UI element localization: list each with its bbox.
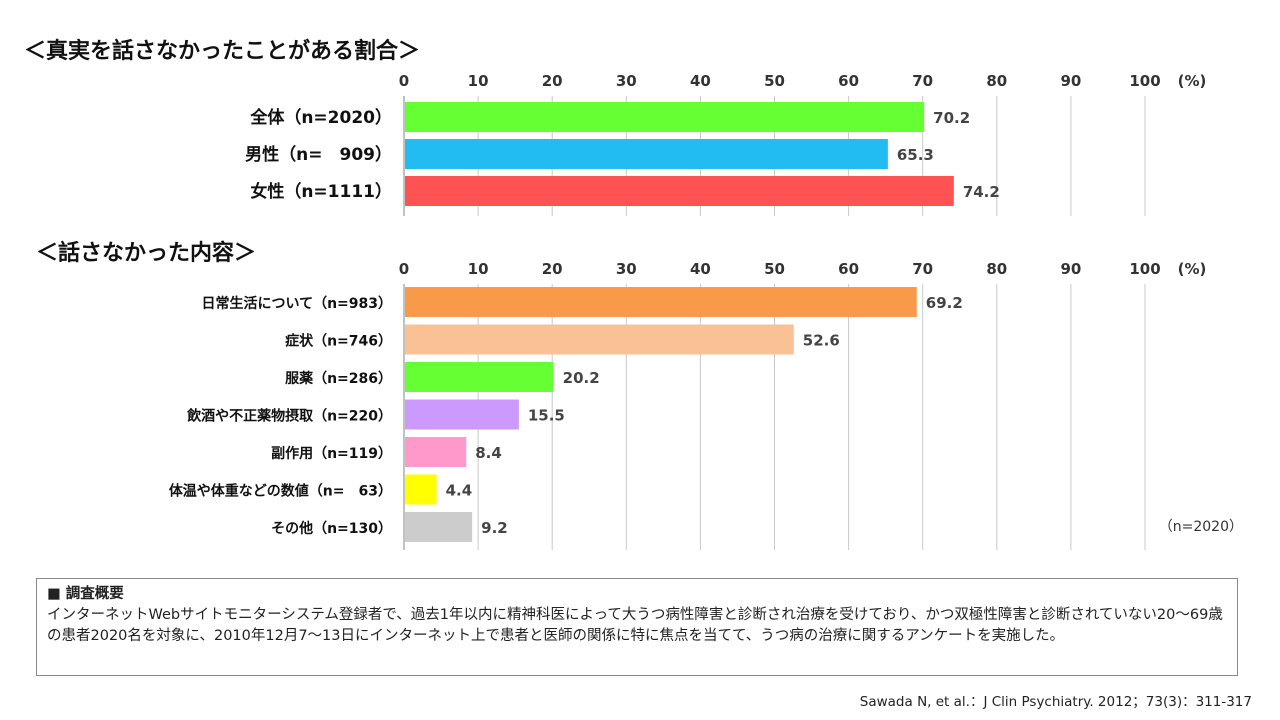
chart-title: ＜真実を話さなかったことがある割合＞ <box>24 38 420 64</box>
tick-label: 60 <box>838 72 859 90</box>
value-label: 9.2 <box>481 519 508 537</box>
category-label: 日常生活について（n=983） <box>201 295 392 312</box>
tick-label: 0 <box>399 72 409 90</box>
category-label: 服薬（n=286） <box>285 370 392 387</box>
category-label: 男性（n= 909） <box>245 144 392 165</box>
category-label: 女性（n=1111） <box>250 181 392 202</box>
category-label: 体温や体重などの数値（n= 63） <box>169 483 392 500</box>
tick-label: 70 <box>912 72 933 90</box>
tick-label: 40 <box>690 72 711 90</box>
bar <box>405 362 554 392</box>
bar <box>405 474 437 505</box>
tick-label: 20 <box>542 260 563 278</box>
bar <box>405 287 917 317</box>
tick-label: 70 <box>912 260 933 278</box>
tick-label: 90 <box>1060 72 1081 90</box>
tick-label: 0 <box>399 260 409 278</box>
tick-label: 80 <box>986 260 1007 278</box>
tick-label: 30 <box>616 260 637 278</box>
value-label: 52.6 <box>803 332 840 350</box>
survey-summary-box: ■ 調査概要 インターネットWebサイトモニターシステム登録者で、過去1年以内に… <box>36 578 1238 676</box>
tick-label: 90 <box>1060 260 1081 278</box>
bar <box>405 512 473 542</box>
tick-label: 50 <box>764 260 785 278</box>
value-label: 8.4 <box>475 444 502 462</box>
bar <box>405 139 888 169</box>
tick-label: 100 <box>1129 260 1160 278</box>
tick-label: 10 <box>468 72 489 90</box>
citation: Sawada N, et al.：J Clin Psychiatry. 2012… <box>859 694 1252 710</box>
value-label: 70.2 <box>933 109 970 127</box>
category-label: その他（n=130） <box>271 520 392 537</box>
tick-label: 60 <box>838 260 859 278</box>
survey-text: インターネットWebサイトモニターシステム登録者で、過去1年以内に精神科医によっ… <box>47 607 1223 644</box>
value-label: 74.2 <box>963 183 1000 201</box>
bar <box>405 102 925 132</box>
tick-label: 10 <box>468 260 489 278</box>
value-label: 4.4 <box>446 482 473 500</box>
chart-title: ＜話さなかった内容＞ <box>36 240 256 266</box>
chart-2: ＜話さなかった内容＞ 0 10 20 30 40 50 60 70 80 90 100 (%) 日常生活に… <box>36 240 1243 550</box>
bar <box>405 176 954 206</box>
tick-label: 40 <box>690 260 711 278</box>
charts-area: ＜真実を話さなかったことがある割合＞0 10 20 30 40 50 60 70 80 90 100… <box>24 38 1243 550</box>
tick-label: 20 <box>542 72 563 90</box>
unit-label: (%) <box>1178 260 1207 278</box>
category-label: 副作用（n=119） <box>271 445 392 462</box>
category-label: 症状（n=746） <box>285 333 392 350</box>
chart-1: ＜真実を話さなかったことがある割合＞ 0 10 20 30 40 50 60 70 80 90 100… <box>24 38 1206 216</box>
bar <box>405 437 467 467</box>
value-label: 69.2 <box>926 294 963 312</box>
value-label: 20.2 <box>563 369 600 387</box>
survey-title: ■ 調査概要 <box>47 586 124 602</box>
tick-label: 100 <box>1129 72 1160 90</box>
sample-note: （n=2020） <box>1159 519 1243 535</box>
category-label: 飲酒や不正薬物摂取（n=220） <box>186 408 392 425</box>
bar <box>405 324 794 355</box>
value-label: 15.5 <box>528 407 565 425</box>
category-label: 全体（n=2020） <box>249 107 392 128</box>
tick-label: 80 <box>986 72 1007 90</box>
tick-label: 50 <box>764 72 785 90</box>
value-label: 65.3 <box>897 146 934 164</box>
bar <box>405 399 519 430</box>
tick-label: 30 <box>616 72 637 90</box>
unit-label: (%) <box>1178 72 1207 90</box>
